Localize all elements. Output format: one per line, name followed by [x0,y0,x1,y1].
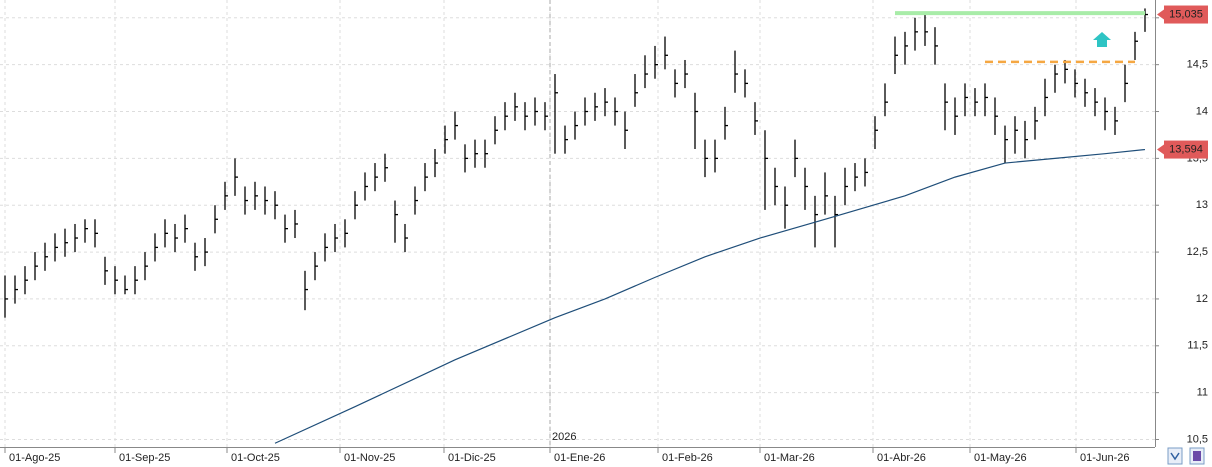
price-label-box [1164,5,1208,24]
price-label-pointer [1157,144,1164,155]
y-tick-label: 11 [1197,387,1208,399]
zoom-icon [1170,452,1180,461]
y-tick-label: 12 [1196,293,1208,305]
price-label: 13,594 [1169,143,1203,155]
x-tick-label: 01-Abr-26 [877,452,926,464]
x-tick-label: 01-Nov-25 [344,452,395,464]
y-tick-label: 10,5 [1187,433,1208,445]
zoom-button[interactable] [1167,447,1183,465]
x-tick-label: 01-Sep-25 [119,452,170,464]
price-label-box [1164,140,1208,159]
x-tick-label: 01-Oct-25 [231,452,280,464]
arrow-up-icon [1093,32,1111,47]
save-icon [1193,451,1201,461]
moving-average [274,148,1146,444]
y-tick-label: 11,5 [1187,340,1208,352]
x-tick-label: 01-Ago-25 [9,452,60,464]
x-tick-label: 01-May-26 [974,452,1027,464]
y-tick-label: 14 [1196,105,1208,117]
x-tick-label: 01-Jun-26 [1080,452,1130,464]
x-tick-label: 01-Dic-25 [448,452,496,464]
y-tick-label: 13 [1196,199,1208,211]
x-tick-label: 01-Ene-26 [554,452,605,464]
price-label: 15,035 [1169,8,1203,20]
price-label-pointer [1157,9,1164,20]
y-tick-label: 14,5 [1187,59,1208,71]
y-tick-label: 12,5 [1187,246,1208,258]
x-tick-label: 01-Mar-26 [764,452,815,464]
x-tick-label: 01-Feb-26 [662,452,713,464]
year-label: 2026 [552,431,576,443]
